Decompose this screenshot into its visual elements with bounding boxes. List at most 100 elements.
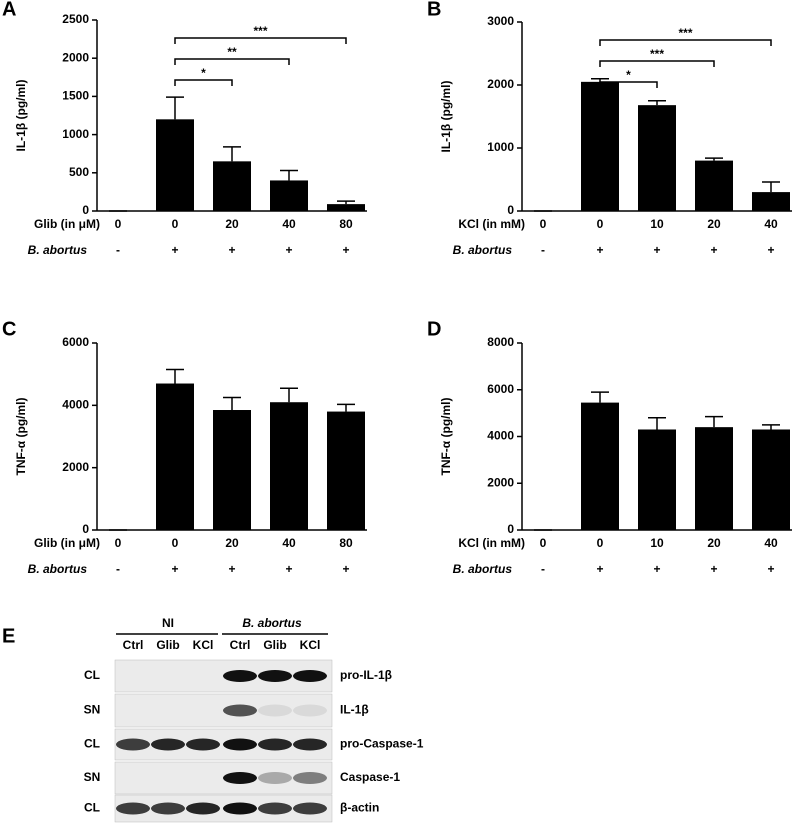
significance-bracket	[174, 58, 290, 65]
lane-label: Ctrl	[123, 638, 144, 652]
condition-value: +	[342, 562, 349, 576]
condition-value: -	[116, 243, 120, 257]
condition-value: -	[116, 562, 120, 576]
significance-label: ***	[650, 47, 664, 61]
y-tick-label: 1500	[62, 89, 89, 103]
bar	[213, 161, 251, 211]
blot-band	[151, 802, 185, 815]
y-tick-label: 0	[82, 203, 89, 217]
condition-value: +	[653, 243, 660, 257]
y-tick-label: 0	[82, 522, 89, 536]
blot-band	[223, 772, 257, 784]
protein-label: β-actin	[340, 801, 379, 815]
bar	[695, 160, 733, 211]
condition-label: B. abortus	[453, 562, 513, 576]
blot-band	[293, 704, 327, 717]
x-tick-label: 0	[172, 217, 179, 231]
y-tick-label: 6000	[487, 382, 514, 396]
condition-value: +	[767, 562, 774, 576]
significance-label: **	[227, 45, 237, 59]
x-tick-label: 20	[225, 536, 239, 550]
blot-band	[223, 738, 257, 751]
blot-band	[223, 802, 257, 815]
x-tick-label: 10	[650, 217, 664, 231]
x-axis-label: Glib (in μM)	[34, 536, 100, 550]
y-axis-label: TNF-α (pg/ml)	[14, 397, 28, 475]
protein-label: pro-Caspase-1	[340, 737, 424, 751]
x-axis-label: KCl (in mM)	[458, 536, 525, 550]
x-tick-label: 40	[764, 536, 778, 550]
protein-label: pro-IL-1β	[340, 668, 392, 682]
group-label: B. abortus	[242, 616, 302, 630]
significance-bracket	[174, 79, 233, 86]
y-tick-label: 8000	[487, 335, 514, 349]
condition-value: +	[342, 243, 349, 257]
lane-label: KCl	[300, 638, 321, 652]
bar	[213, 410, 251, 530]
bar	[695, 427, 733, 530]
y-tick-label: 2000	[62, 460, 89, 474]
fraction-label: SN	[84, 770, 101, 784]
condition-value: +	[171, 562, 178, 576]
bar	[581, 402, 619, 530]
x-tick-label: 0	[540, 217, 547, 231]
condition-value: +	[228, 562, 235, 576]
y-tick-label: 2000	[487, 77, 514, 91]
bar	[156, 383, 194, 530]
x-tick-label: 0	[115, 536, 122, 550]
condition-value: +	[228, 243, 235, 257]
blot-band	[258, 738, 292, 751]
x-tick-label: 0	[115, 217, 122, 231]
significance-bracket	[599, 39, 772, 46]
condition-label: B. abortus	[28, 243, 88, 257]
x-tick-label: 0	[597, 536, 604, 550]
x-tick-label: 20	[707, 217, 721, 231]
condition-value: +	[710, 562, 717, 576]
y-tick-label: 4000	[62, 398, 89, 412]
bar	[327, 204, 365, 211]
panel-label: A	[2, 0, 16, 20]
blot-band	[293, 738, 327, 751]
x-tick-label: 0	[540, 536, 547, 550]
y-axis-label: IL-1β (pg/ml)	[14, 80, 28, 152]
blot-band	[186, 802, 220, 815]
blot-band	[258, 670, 292, 682]
blot-band	[258, 704, 292, 717]
fraction-label: CL	[84, 801, 100, 815]
bar	[270, 180, 308, 211]
x-tick-label: 0	[172, 536, 179, 550]
fraction-label: CL	[84, 737, 100, 751]
condition-value: +	[710, 243, 717, 257]
x-tick-label: 40	[282, 536, 296, 550]
protein-label: IL-1β	[340, 703, 369, 717]
y-tick-label: 0	[507, 203, 514, 217]
x-tick-label: 80	[339, 536, 353, 550]
blot-band	[116, 738, 150, 751]
y-tick-label: 0	[507, 522, 514, 536]
x-tick-label: 80	[339, 217, 353, 231]
condition-value: +	[285, 562, 292, 576]
condition-value: +	[596, 243, 603, 257]
y-tick-label: 1000	[487, 140, 514, 154]
blot-band	[223, 670, 257, 682]
y-tick-label: 3000	[487, 14, 514, 28]
x-axis-label: KCl (in mM)	[458, 217, 525, 231]
y-tick-label: 2500	[62, 12, 89, 26]
blot-band	[293, 772, 327, 784]
significance-bracket	[174, 37, 347, 44]
panel-label: E	[2, 625, 15, 647]
significance-label: ***	[678, 26, 692, 40]
fraction-label: CL	[84, 668, 100, 682]
significance-bracket	[599, 60, 715, 67]
x-tick-label: 40	[764, 217, 778, 231]
significance-label: *	[201, 66, 206, 80]
significance-label: ***	[253, 24, 267, 38]
condition-value: +	[596, 562, 603, 576]
x-tick-label: 20	[225, 217, 239, 231]
y-tick-label: 2000	[62, 50, 89, 64]
bar	[638, 429, 676, 530]
blot-band	[293, 670, 327, 682]
y-axis-label: TNF-α (pg/ml)	[439, 397, 453, 475]
x-axis-label: Glib (in μM)	[34, 217, 100, 231]
panel-label: C	[2, 318, 16, 340]
